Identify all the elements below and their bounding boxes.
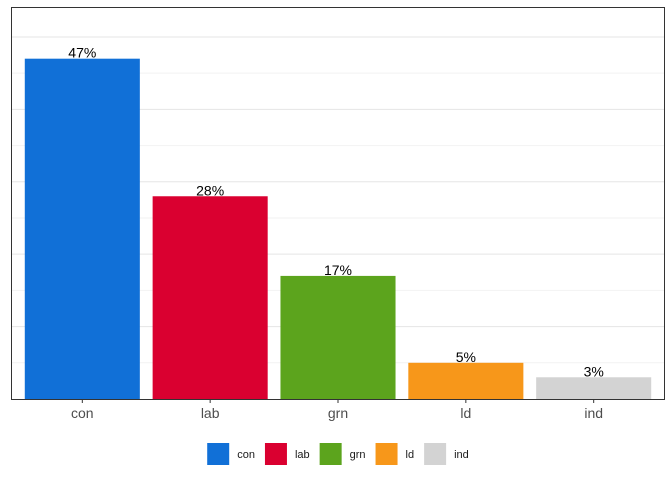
- bars: [24, 58, 652, 400]
- data-label-grn: 17%: [324, 262, 352, 278]
- legend-key-grn: [319, 443, 342, 465]
- legend-item-ld: ld: [375, 443, 415, 465]
- x-tick-label-con: con: [71, 405, 94, 421]
- legend-label-ld: ld: [406, 449, 415, 461]
- x-tick-label-grn: grn: [328, 405, 348, 421]
- x-axis: con lab grn ld ind: [71, 399, 603, 421]
- data-label-lab: 28%: [196, 182, 224, 198]
- legend: con lab grn ld ind: [207, 443, 469, 465]
- legend-key-con: [207, 443, 230, 465]
- bar-con: [24, 58, 140, 400]
- bar-lab: [152, 196, 268, 399]
- legend-label-ind: ind: [454, 449, 469, 461]
- x-tick-label-lab: lab: [201, 405, 220, 421]
- data-label-ind: 3%: [584, 363, 604, 379]
- legend-item-ind: ind: [424, 443, 469, 465]
- bar-ld: [408, 362, 524, 399]
- data-label-ld: 5%: [456, 349, 476, 365]
- data-label-con: 47%: [68, 45, 96, 61]
- x-tick-label-ld: ld: [460, 405, 471, 421]
- legend-label-lab: lab: [295, 449, 310, 461]
- bar-grn: [280, 275, 396, 399]
- legend-item-con: con: [207, 443, 255, 465]
- legend-label-con: con: [237, 449, 255, 461]
- bar-ind: [536, 377, 652, 399]
- legend-item-grn: grn: [319, 443, 366, 465]
- data-labels: 47% 28% 17% 5% 3%: [68, 45, 604, 380]
- legend-label-grn: grn: [350, 449, 366, 461]
- legend-key-ld: [375, 443, 398, 465]
- legend-key-ind: [424, 443, 447, 465]
- legend-key-lab: [264, 443, 287, 465]
- legend-item-lab: lab: [264, 443, 310, 465]
- x-tick-label-ind: ind: [584, 405, 603, 421]
